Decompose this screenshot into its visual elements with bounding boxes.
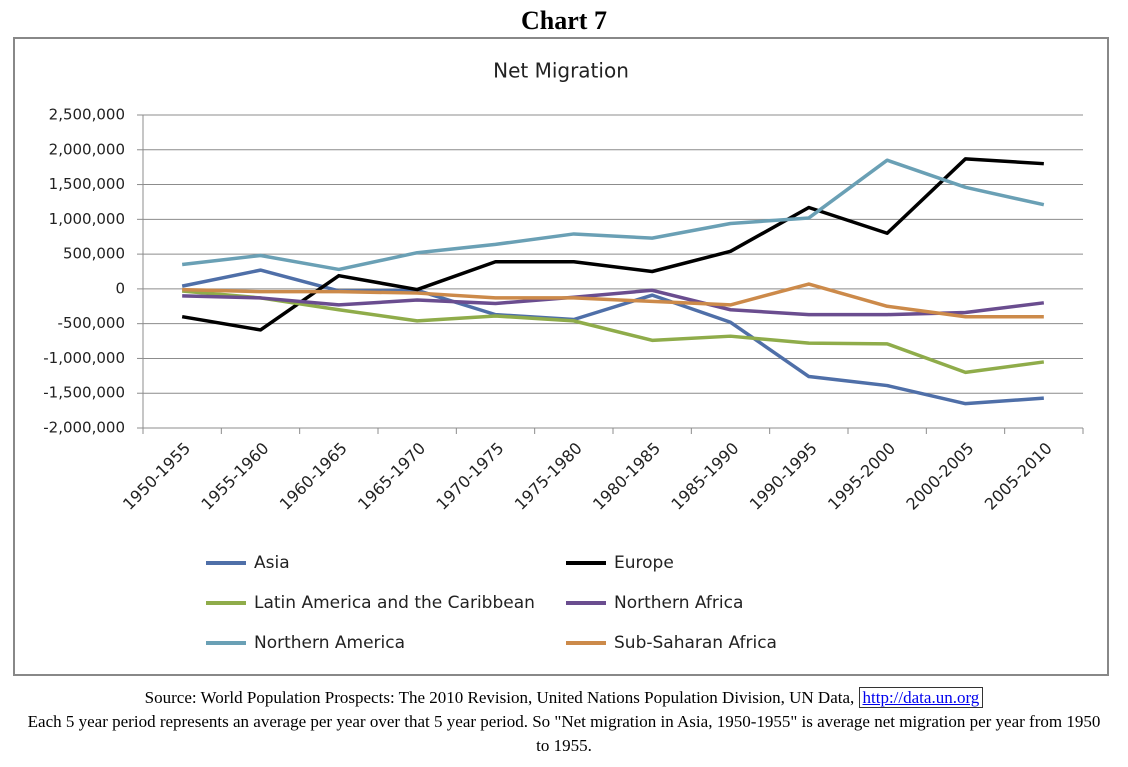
y-tick-label: 2,000,000: [49, 140, 125, 158]
note: Each 5 year period represents an average…: [27, 712, 1101, 755]
y-tick-label: -500,000: [58, 314, 125, 332]
legend-label: Europe: [614, 553, 674, 573]
footnote: Source: World Population Prospects: The …: [24, 686, 1104, 758]
y-tick-label: -1,500,000: [43, 384, 125, 402]
legend-label: Asia: [254, 553, 290, 573]
y-tick-label: 2,500,000: [49, 106, 125, 124]
legend-label: Sub-Saharan Africa: [614, 633, 777, 653]
y-tick-label: -1,000,000: [43, 349, 125, 367]
source-link[interactable]: http://data.un.org: [858, 687, 984, 708]
series-line: [181, 157, 1044, 332]
y-tick-label: 500,000: [63, 245, 125, 263]
series-line: [182, 289, 1045, 375]
y-tick-label: 1,000,000: [49, 210, 125, 228]
series-line: [181, 158, 1045, 272]
heading: Chart 7: [521, 6, 607, 35]
legend-label: Latin America and the Caribbean: [254, 593, 535, 613]
chart: Net Migration -2,000,000 -1,500,000 -1,000…: [13, 37, 1109, 676]
series-line: [182, 288, 1045, 317]
legend-label: Northern America: [254, 633, 405, 653]
legend-label: Northern Africa: [614, 593, 743, 613]
chart-title: Net Migration: [493, 59, 629, 83]
y-tick-label: 1,500,000: [49, 175, 125, 193]
series-line: [182, 282, 1044, 319]
source: Source: World Population Prospects: The …: [144, 688, 855, 707]
y-tick-label: 0: [115, 279, 125, 297]
chart-frame: [13, 37, 1109, 676]
y-tick-label: -2,000,000: [43, 419, 125, 437]
series-line: [181, 268, 1044, 406]
